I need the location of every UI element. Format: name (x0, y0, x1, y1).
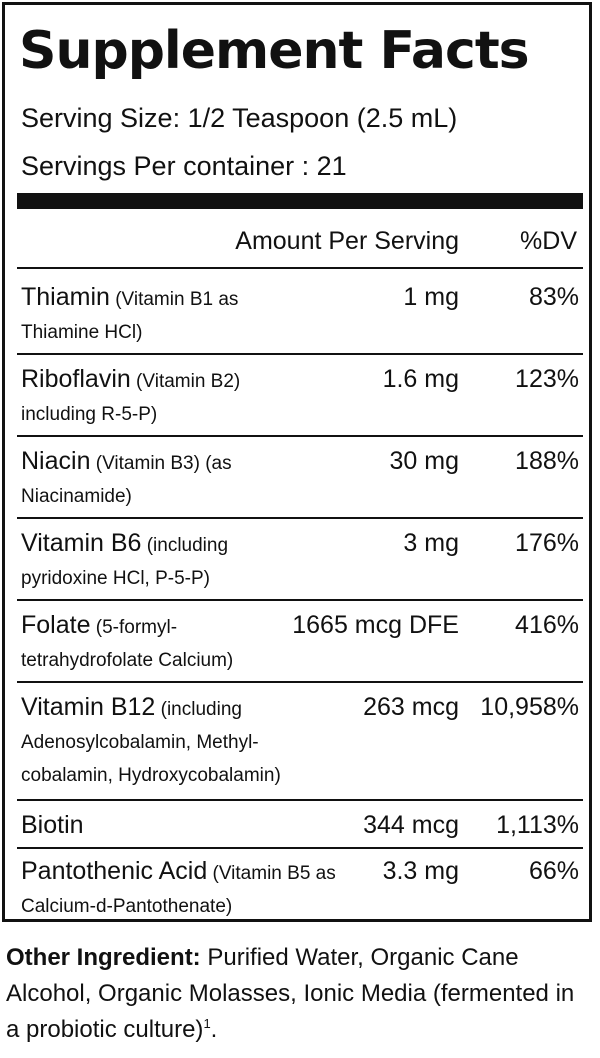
nutrient-description: (Vitamin B3) (as Niacinamide) (21, 453, 232, 507)
nutrient-name: Biotin (21, 811, 84, 839)
dv-column-header: %DV (520, 227, 577, 255)
nutrient-dv: 66% (528, 857, 579, 885)
amount-column-header: Amount Per Serving (235, 227, 459, 255)
nutrient-name: Folate (21, 611, 91, 639)
footnote-mark: 1 (203, 1016, 211, 1031)
panel-title: Supplement Facts (19, 21, 530, 81)
nutrient-dv: 176% (515, 529, 579, 557)
nutrient-dv: 83% (528, 283, 579, 311)
nutrient-name: Riboflavin (21, 365, 131, 393)
nutrient-name: Pantothenic Acid (21, 857, 208, 885)
other-ingredients-end: . (210, 1016, 218, 1043)
nutrient-label: Riboflavin (Vitamin B2) including R-5-P) (21, 363, 311, 431)
other-ingredients: Other Ingredient: Purified Water, Organi… (6, 940, 594, 1048)
row-rule (17, 435, 583, 437)
nutrient-description: (including Adenosylcobalamin, Methyl-cob… (21, 699, 281, 786)
thick-divider (17, 193, 583, 209)
nutrient-description: (including pyridoxine HCl, P-5-P) (21, 535, 229, 589)
nutrient-dv: 416% (515, 611, 579, 639)
nutrient-dv: 188% (515, 447, 579, 475)
nutrient-description: (5-formyl-tetrahydrofolate Calcium) (21, 617, 234, 671)
row-rule (17, 517, 583, 519)
nutrient-amount: 1 mg (403, 283, 459, 311)
row-rule (17, 681, 583, 683)
nutrient-description: (Vitamin B5 as Calcium-d-Pantothenate) (21, 863, 336, 917)
servings-per-container: Servings Per container : 21 (21, 151, 347, 181)
supplement-facts-panel: Supplement Facts Serving Size: 1/2 Teasp… (2, 2, 592, 922)
nutrient-label: Folate (5-formyl-tetrahydrofolate Calciu… (21, 609, 281, 677)
nutrient-name: Thiamin (21, 283, 110, 311)
nutrient-label: Pantothenic Acid (Vitamin B5 as Calcium-… (21, 855, 351, 923)
nutrient-amount: 263 mcg (363, 693, 459, 721)
other-ingredients-text: Purified Water, Organic Cane Alcohol, Or… (6, 944, 575, 1043)
nutrient-description: (Vitamin B1 as Thiamine HCl) (21, 289, 239, 343)
header-rule (17, 267, 583, 269)
nutrient-dv: 123% (515, 365, 579, 393)
nutrient-dv: 1,113% (496, 811, 579, 839)
nutrient-name: Niacin (21, 447, 91, 475)
nutrient-amount: 1665 mcg DFE (292, 611, 459, 639)
nutrient-name: Vitamin B6 (21, 529, 142, 557)
row-rule (17, 599, 583, 601)
nutrient-amount: 344 mcg (363, 811, 459, 839)
nutrient-label: Vitamin B6 (including pyridoxine HCl, P-… (21, 527, 301, 595)
nutrient-label: Thiamin (Vitamin B1 as Thiamine HCl) (21, 281, 291, 349)
nutrient-name: Vitamin B12 (21, 693, 156, 721)
nutrient-amount: 1.6 mg (382, 365, 459, 393)
row-rule (17, 799, 583, 801)
nutrient-amount: 3.3 mg (382, 857, 459, 885)
nutrient-label: Biotin (21, 809, 311, 844)
other-ingredients-label: Other Ingredient: (6, 944, 201, 971)
nutrient-amount: 30 mg (389, 447, 459, 475)
nutrient-description: (Vitamin B2) including R-5-P) (21, 371, 241, 425)
serving-size: Serving Size: 1/2 Teaspoon (2.5 mL) (21, 103, 458, 133)
nutrient-amount: 3 mg (403, 529, 459, 557)
row-rule (17, 353, 583, 355)
nutrient-label: Vitamin B12 (including Adenosylcobalamin… (21, 691, 321, 792)
nutrient-label: Niacin (Vitamin B3) (as Niacinamide) (21, 445, 281, 513)
row-rule (17, 847, 583, 849)
nutrient-dv: 10,958% (480, 693, 579, 721)
